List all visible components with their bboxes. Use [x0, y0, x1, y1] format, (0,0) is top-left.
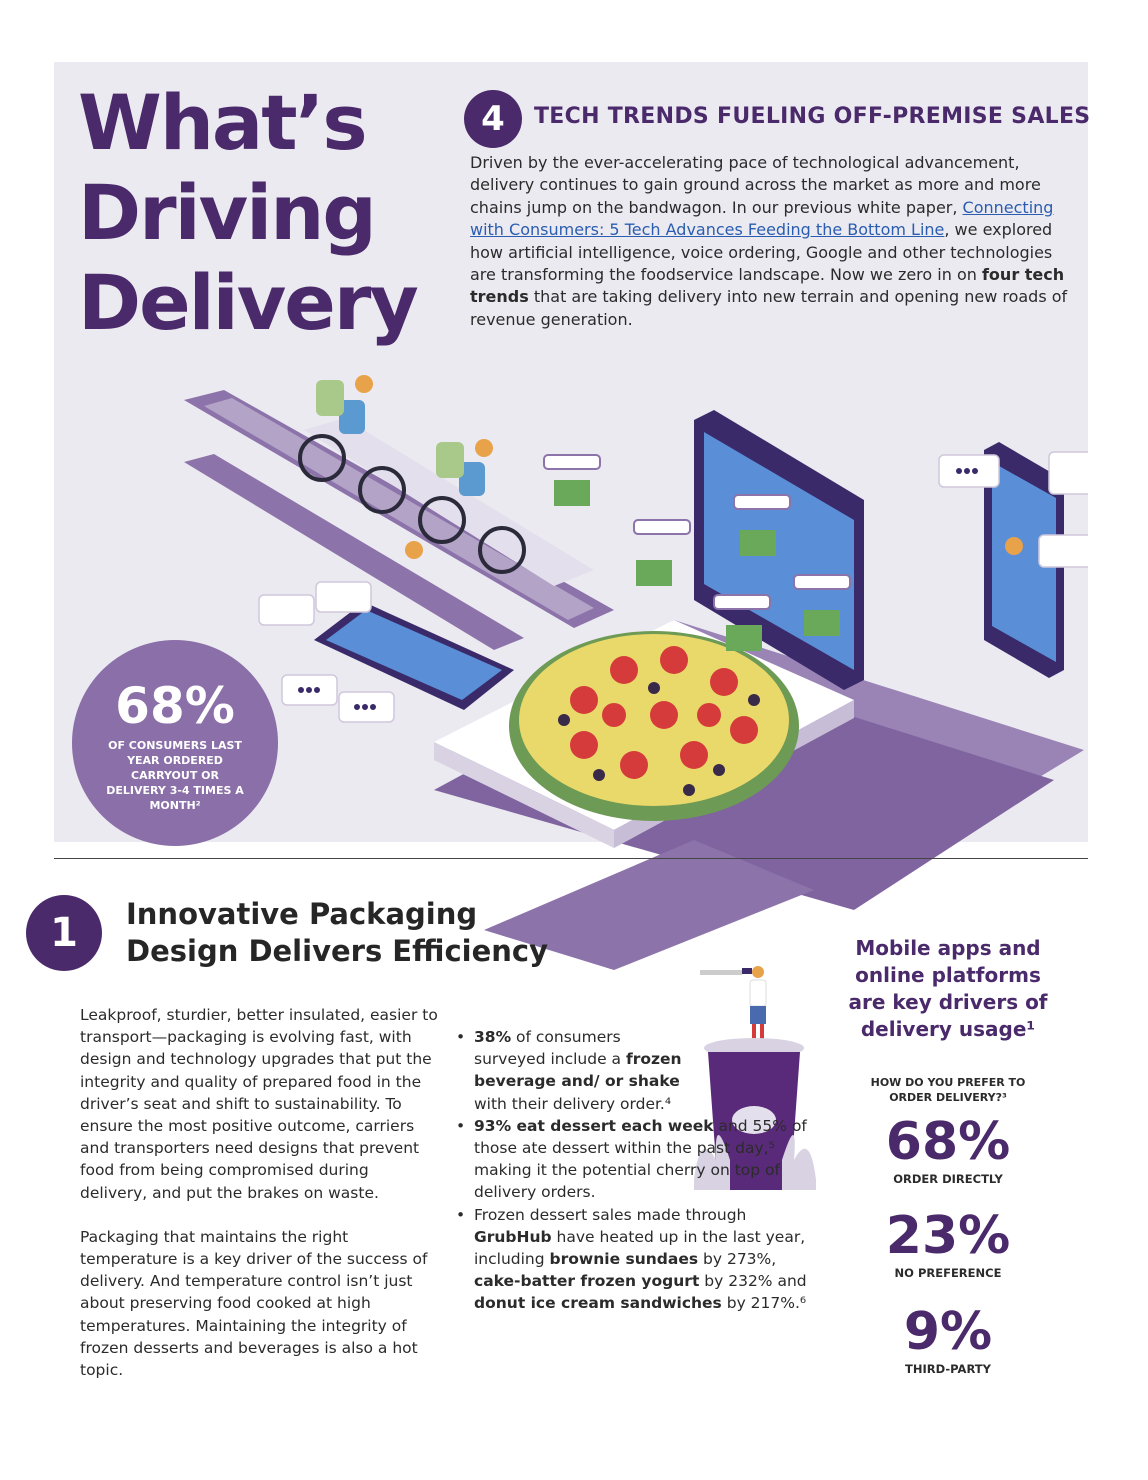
section-title: Innovative Packaging Design Delivers Eff… — [126, 896, 548, 970]
intro-text-a: Driven by the ever-accelerating pace of … — [470, 153, 1041, 217]
sidebar-stat-no-preference: 23% NO PREFERENCE — [848, 1208, 1048, 1280]
stat-value: 23% — [885, 1206, 1011, 1266]
list-item: 93% eat dessert each week and 55% of tho… — [456, 1115, 816, 1204]
title-line-2: Driving — [78, 168, 377, 257]
fact-bold: frozen beverage and/ or shake — [474, 1050, 682, 1091]
trend-heading: TECH TRENDS FUELING OFF-PREMISE SALES — [534, 104, 1091, 129]
fact-bold: 38% — [474, 1028, 512, 1046]
page-title: What’s Driving Delivery — [78, 78, 419, 348]
fact-text: Frozen dessert sales made through — [474, 1205, 747, 1224]
trend-number-badge: 4 — [464, 90, 522, 148]
facts-list: 38% of consumers surveyed include a froz… — [456, 1026, 816, 1315]
list-item: 38% of consumers surveyed include a froz… — [456, 1026, 686, 1115]
consumer-stat-value: 68% — [115, 677, 235, 735]
sidebar-stat-third-party: 9% THIRD-PARTY — [848, 1304, 1048, 1376]
consumer-stat-circle: 68% OF CONSUMERS LAST YEAR ORDERED CARRY… — [72, 640, 278, 846]
fact-text: by 273%, — [698, 1250, 777, 1269]
section-divider — [54, 858, 1088, 859]
fact-bold: 93% eat dessert each week — [474, 1116, 714, 1135]
stat-value: 9% — [903, 1302, 993, 1362]
intro-bold: four tech trends — [470, 265, 1065, 307]
fact-text: of consumers surveyed include a — [474, 1028, 626, 1069]
white-paper-link[interactable]: Connecting with Consumers: 5 Tech Advanc… — [470, 197, 1054, 240]
consumer-stat-caption: OF CONSUMERS LAST YEAR ORDERED CARRYOUT … — [106, 739, 244, 812]
intro-text-b: , we explored how artificial intelligenc… — [470, 220, 1053, 285]
fact-text: have heated up in the last year, includi… — [474, 1227, 806, 1269]
stat-label: NO PREFERENCE — [894, 1266, 1002, 1280]
fact-text: by 232% and — [699, 1272, 807, 1291]
section-number-badge: 1 — [26, 895, 102, 971]
stat-value: 68% — [885, 1112, 1011, 1172]
sidebar-title: Mobile apps and online platforms are key… — [848, 936, 1048, 1041]
list-item: Frozen dessert sales made through GrubHu… — [456, 1204, 816, 1315]
fact-bold: GrubHub — [474, 1227, 552, 1246]
fact-bold: brownie sundaes — [549, 1250, 699, 1269]
intro-text-c: that are taking delivery into new terrai… — [470, 287, 1068, 329]
section-title-line-2: Design Delivers Efficiency — [126, 934, 548, 968]
fact-bold: cake-batter frozen yogurt — [474, 1272, 700, 1291]
body-paragraph-2: Packaging that maintains the right tempe… — [80, 1227, 428, 1380]
fact-text: with their delivery order.⁴ — [474, 1094, 672, 1113]
delivery-illustration — [184, 375, 1088, 970]
section-body: Leakproof, sturdier, better insulated, e… — [80, 1004, 440, 1403]
drone — [543, 454, 601, 470]
cyclist — [298, 434, 526, 574]
fact-bold: donut ice cream sandwiches — [474, 1294, 722, 1313]
body-paragraph-1: Leakproof, sturdier, better insulated, e… — [80, 1006, 438, 1202]
fact-text: and 55% of those ate dessert within the … — [474, 1116, 807, 1202]
title-line-1: What’s — [78, 78, 368, 167]
intro-paragraph: Driven by the ever-accelerating pace of … — [470, 152, 1070, 331]
section-title-line-1: Innovative Packaging — [126, 897, 478, 931]
fact-text: by 217%.⁶ — [721, 1294, 807, 1313]
sidebar-question: HOW DO YOU PREFER TO ORDER DELIVERY?³ — [870, 1076, 1026, 1104]
stat-label: ORDER DIRECTLY — [893, 1172, 1003, 1186]
stat-label: THIRD-PARTY — [905, 1362, 991, 1376]
sidebar-stat-direct: 68% ORDER DIRECTLY — [848, 1114, 1048, 1186]
title-line-3: Delivery — [78, 258, 419, 347]
